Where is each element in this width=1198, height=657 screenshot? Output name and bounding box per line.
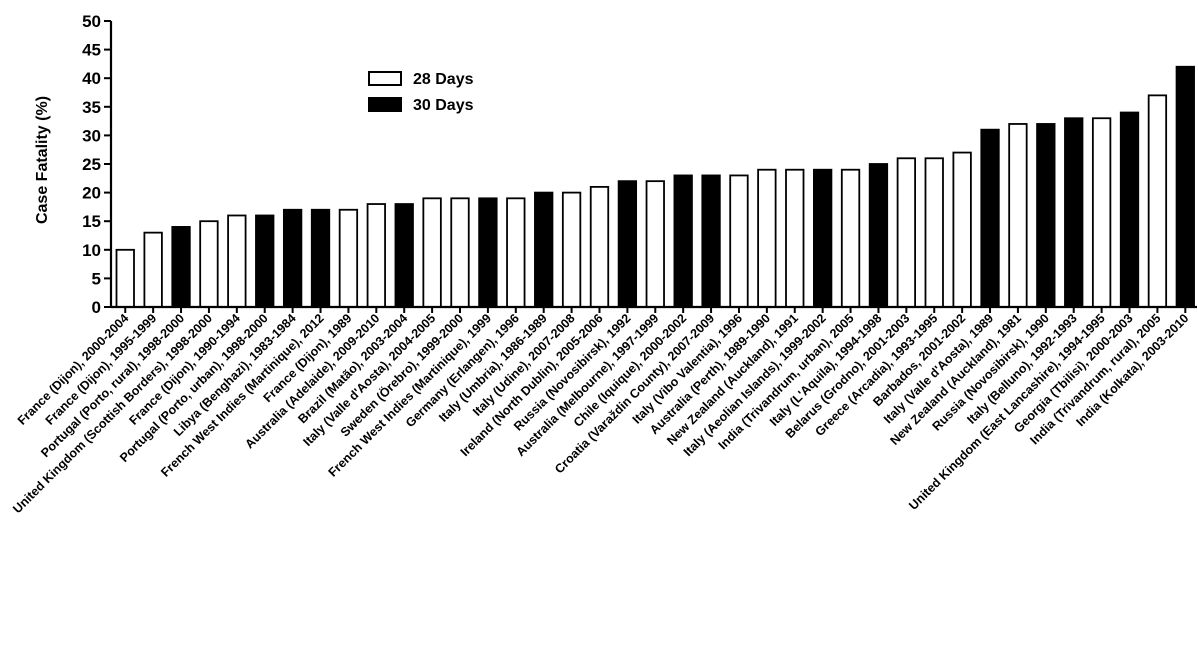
legend-label-30-days: 30 Days — [413, 97, 474, 114]
bar-india-kolkata-2003-2010 — [1175, 65, 1195, 308]
y-tick-label: 15 — [82, 212, 101, 231]
bar-sweden-rebro-1999-2000 — [450, 197, 470, 308]
y-axis-ticks: 0 5 10 15 20 25 30 35 40 45 50 — [82, 12, 111, 317]
bar-australia-adelaide-2009-2010 — [366, 203, 386, 308]
bar-portugal-porto-urban-1998-2000 — [255, 214, 275, 308]
bar-belarus-grodno-2001-2003 — [896, 157, 916, 308]
x-tick-label: United Kingdom (Scottish Borders), 1998-… — [10, 311, 215, 516]
bar-italy-vibo-valentia-1996 — [729, 174, 749, 308]
bar-portugal-porto-rural-1998-2000 — [171, 226, 191, 308]
y-tick-label: 20 — [82, 184, 101, 203]
bar-russia-novosibirsk-1990 — [1036, 123, 1056, 308]
y-tick-label: 25 — [82, 155, 101, 174]
y-tick-label: 0 — [92, 298, 101, 317]
bar-greece-arcadia-1993-1995 — [924, 157, 944, 308]
bar-georgia-tbilisi-2000-2003 — [1119, 111, 1140, 308]
bar-brazil-mat-o-2003-2004 — [394, 203, 414, 308]
bar-australia-melbourne-1997-1999 — [645, 180, 665, 308]
bar-new-zealand-auckland-1991 — [785, 168, 805, 308]
bar-germany-erlangen-1996 — [506, 197, 526, 308]
bar-barbados-2001-2002 — [952, 151, 972, 308]
bar-italy-umbria-1986-1989 — [534, 191, 554, 308]
bar-italy-l-aquila-1994-1998 — [868, 163, 889, 308]
bar-australia-perth-1989-1990 — [757, 168, 777, 308]
y-tick-label: 30 — [82, 126, 101, 145]
bar-france-dijon-1995-1999 — [143, 231, 163, 308]
bar-india-trivandrum-urban-2005 — [840, 168, 861, 308]
bar-italy-valle-d-aosta-1989 — [980, 128, 1000, 308]
bar-france-dijon-1989 — [338, 208, 359, 308]
legend-swatch-30-days — [368, 97, 402, 112]
legend-label-28-days: 28 Days — [413, 71, 474, 88]
bar-chile-iquique-2000-2002 — [673, 174, 693, 308]
bar-italy-aeolian-islands-1999-2002 — [813, 168, 833, 308]
bar-italy-udine-2007-2008 — [561, 191, 582, 308]
bar-india-trivandrum-rural-2005 — [1147, 94, 1168, 308]
bar-libya-benghazi-1983-1984 — [282, 208, 303, 308]
y-axis-label: Case Fatality (%) — [34, 96, 51, 224]
bar-russia-novosibirsk-1992 — [617, 180, 638, 308]
bar-croatia-vara-din-county-2007-2009 — [701, 174, 721, 308]
legend-swatch-28-days — [368, 71, 402, 86]
y-tick-label: 40 — [82, 69, 101, 88]
y-tick-label: 10 — [82, 241, 101, 260]
bar-france-dijon-1990-1994 — [227, 214, 247, 308]
bar-france-dijon-2000-2004 — [115, 248, 135, 308]
legend: 28 Days 30 Days — [368, 71, 474, 114]
bar-united-kingdom-east-lancashire-1994-1995 — [1091, 117, 1112, 308]
bars — [115, 65, 1195, 308]
bar-united-kingdom-scottish-borders-1998-2000 — [199, 220, 219, 308]
bar-ireland-north-dublin-2005-2006 — [589, 185, 610, 308]
bar-french-west-indies-martinique-1999 — [478, 197, 498, 308]
y-tick-label: 35 — [82, 98, 101, 117]
bar-italy-valle-d-aosta-2004-2005 — [422, 197, 442, 308]
bar-french-west-indies-martinique-2012 — [310, 208, 331, 308]
bar-new-zealand-auckland-1981 — [1008, 123, 1028, 308]
y-tick-label: 5 — [92, 269, 101, 288]
bar-italy-belluno-1992-1993 — [1064, 117, 1084, 308]
y-tick-label: 50 — [82, 12, 101, 31]
y-tick-label: 45 — [82, 41, 101, 60]
